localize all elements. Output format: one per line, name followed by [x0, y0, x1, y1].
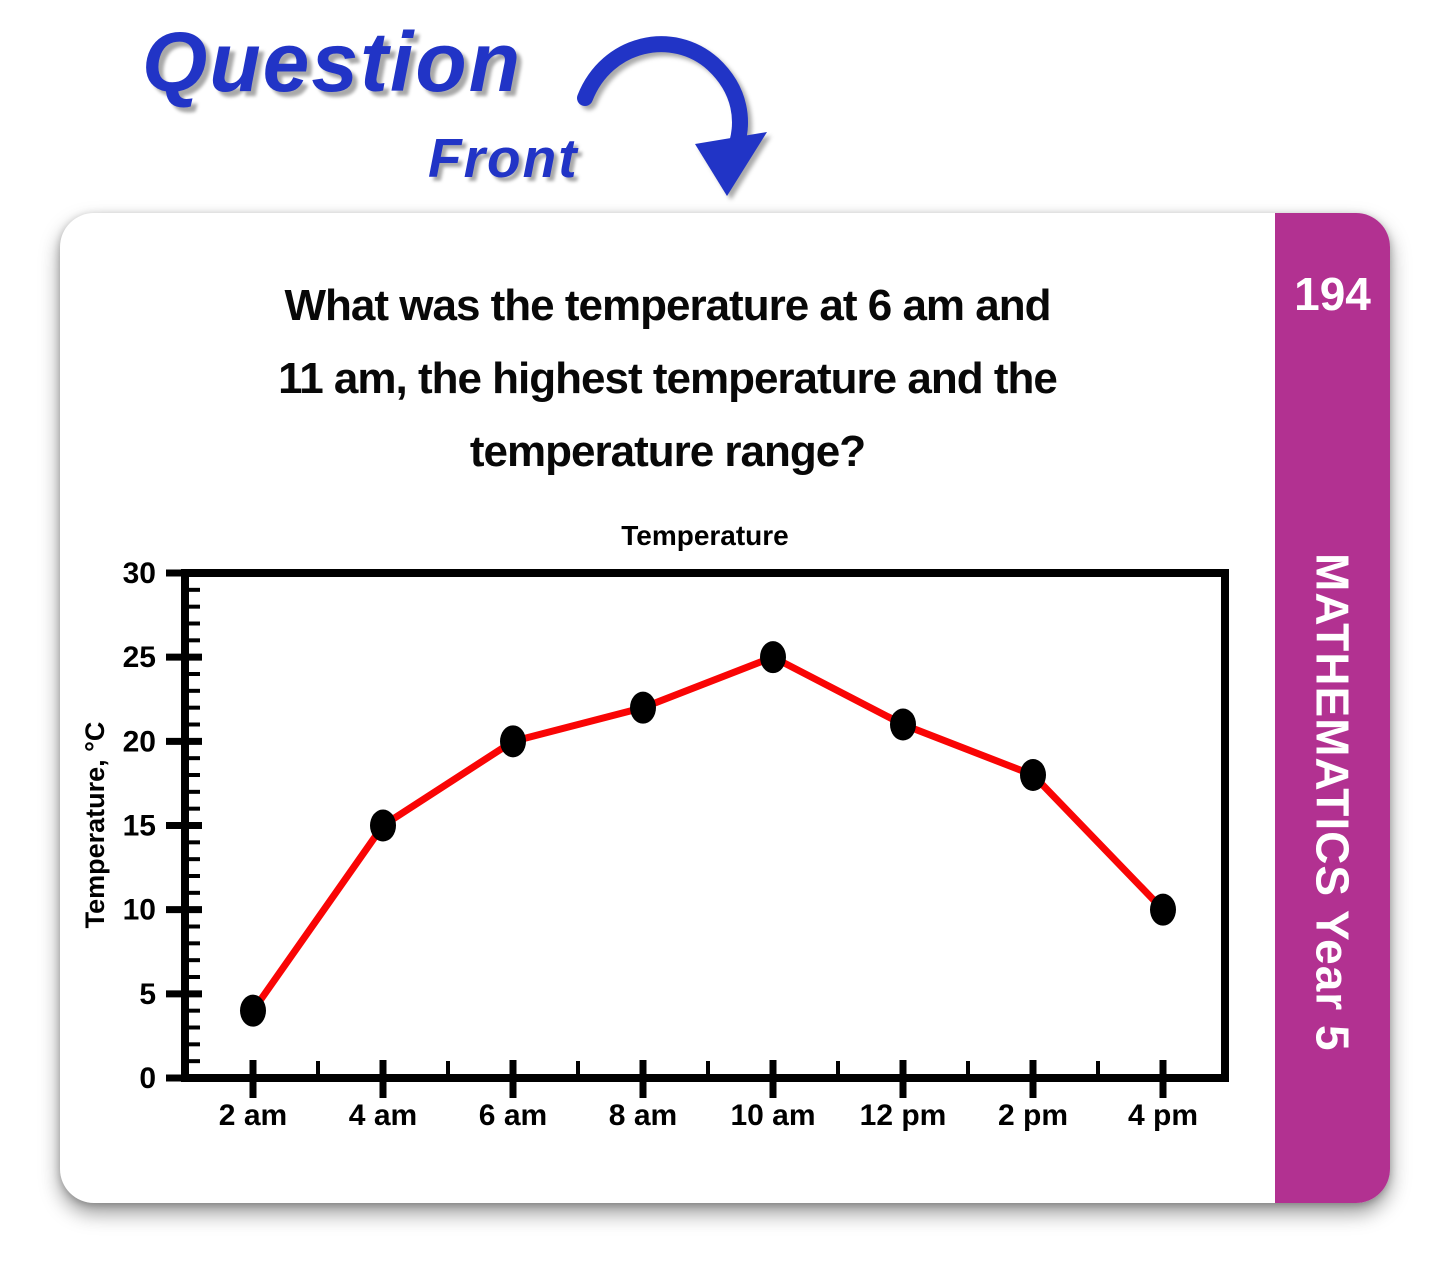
subject-label: MATHEMATICS Year 5 — [1306, 553, 1359, 1052]
y-tick-label: 25 — [123, 641, 156, 674]
y-tick-label: 30 — [123, 557, 156, 590]
data-point-marker — [1150, 893, 1176, 926]
y-tick-label: 10 — [123, 894, 156, 927]
y-tick-label: 15 — [123, 810, 156, 843]
arrow-shaft — [577, 36, 748, 158]
data-point-marker — [240, 994, 266, 1027]
x-tick-label: 2 pm — [998, 1099, 1068, 1132]
data-point-marker — [760, 641, 786, 674]
x-tick-label: 4 pm — [1128, 1099, 1198, 1132]
front-label: Front — [428, 127, 579, 189]
data-point-marker — [1020, 759, 1046, 791]
y-tick-label: 0 — [139, 1062, 156, 1095]
temperature-line-chart: Temperature Temperature, °C 0 5 10 15 20 25 30… — [80, 520, 1229, 1132]
question-text: What was the temperature at 6 am and 11 … — [60, 269, 1275, 488]
plot-frame — [181, 569, 1229, 1082]
question-line: 11 am, the highest temperature and the — [278, 354, 1058, 403]
chart-title: Temperature — [621, 520, 789, 551]
question-label: Question — [142, 15, 523, 109]
card-number: 194 — [1294, 268, 1371, 320]
x-tick-label: 2 am — [219, 1099, 287, 1132]
subject-tab: 194 MATHEMATICS Year 5 — [1275, 213, 1390, 1203]
y-tick-label: 5 — [139, 978, 156, 1011]
x-tick-label: 8 am — [609, 1099, 677, 1132]
y-axis-title: Temperature, °C — [80, 722, 110, 929]
x-tick-label: 4 am — [349, 1099, 417, 1132]
arrow-head — [695, 132, 767, 196]
data-point-marker — [630, 691, 656, 724]
data-point-marker — [500, 725, 526, 758]
question-line: What was the temperature at 6 am and — [284, 281, 1052, 330]
curved-down-arrow-icon — [577, 36, 767, 196]
x-tick-label: 6 am — [479, 1099, 547, 1132]
y-tick-label: 20 — [123, 725, 156, 758]
flashcard-front: What was the temperature at 6 am and 11 … — [60, 213, 1390, 1203]
question-line: temperature range? — [469, 427, 866, 476]
data-point-marker — [370, 809, 396, 842]
data-point-marker — [890, 708, 916, 741]
x-tick-label: 12 pm — [860, 1099, 947, 1132]
series-line — [250, 653, 1166, 1013]
x-tick-label: 10 am — [730, 1099, 815, 1132]
